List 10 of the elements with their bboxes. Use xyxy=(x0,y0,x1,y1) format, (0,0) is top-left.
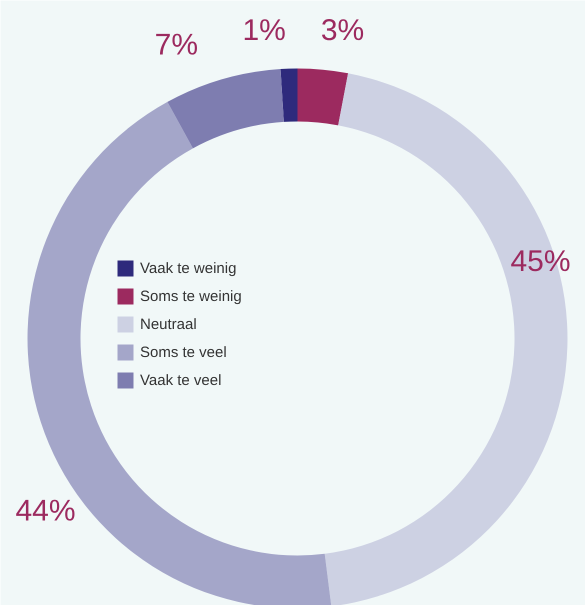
data-label: 1% xyxy=(242,14,286,47)
data-label: 7% xyxy=(154,28,198,62)
data-label: 3% xyxy=(320,14,364,47)
legend-label: Vaak te veel xyxy=(140,372,222,388)
legend-label: Soms te veel xyxy=(140,344,227,360)
data-label: 44% xyxy=(15,494,76,528)
legend-label: Neutraal xyxy=(140,316,197,332)
legend-label: Vaak te weinig xyxy=(140,260,236,276)
data-label: 45% xyxy=(510,244,571,278)
legend-label: Soms te weinig xyxy=(140,288,242,304)
